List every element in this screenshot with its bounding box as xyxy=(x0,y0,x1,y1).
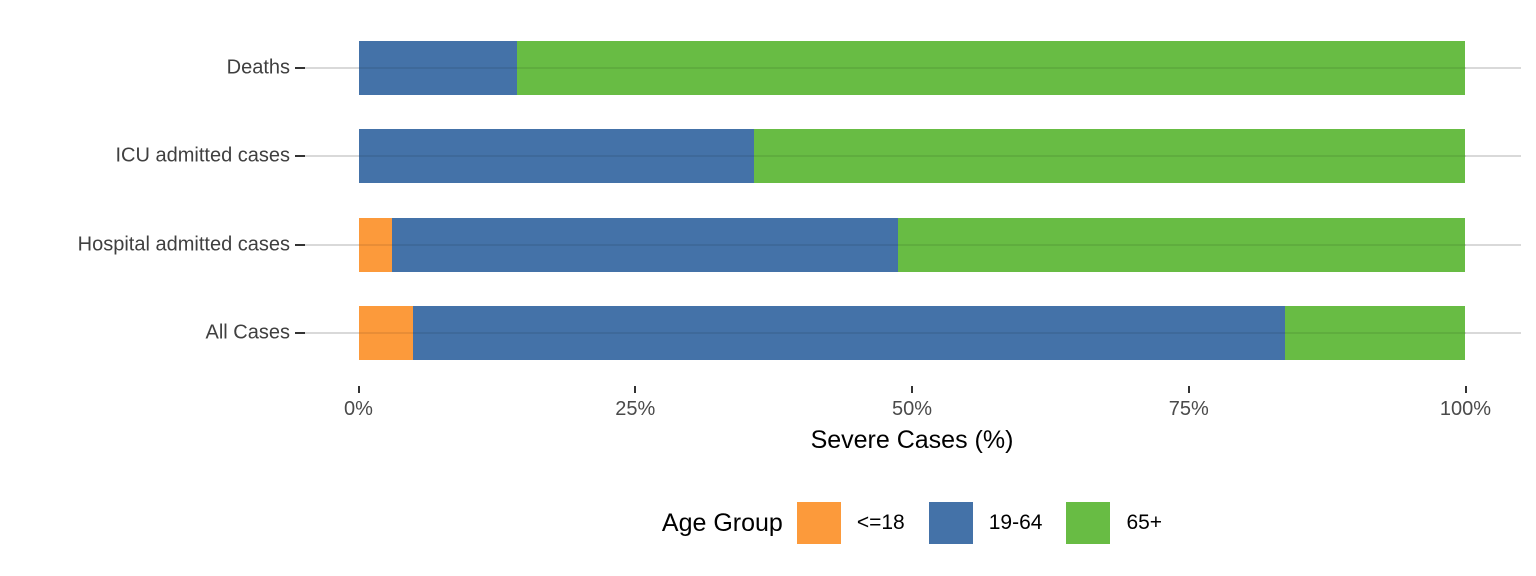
legend-item-19-64: 19-64 xyxy=(928,502,1043,544)
legend-items: <=18 19-64 65+ xyxy=(796,502,1162,544)
bar-seam-line xyxy=(358,67,1466,69)
bar-segment-19-64 xyxy=(412,306,1286,360)
y-axis-label-hospital-admitted-cases: Hospital admitted cases xyxy=(77,233,290,256)
bar-segment-19-64 xyxy=(358,41,517,95)
x-axis: 0% 25% 50% 75% 100% xyxy=(303,386,1521,466)
y-axis-label-deaths: Deaths xyxy=(226,56,290,79)
legend-item-18: <=18 xyxy=(796,502,905,544)
bar-row-hospital-admitted-cases xyxy=(358,217,1466,272)
legend-label-65: 65+ xyxy=(1126,511,1163,534)
bar-segment-65 xyxy=(753,129,1466,184)
legend-label-19-64: 19-64 xyxy=(988,511,1043,534)
x-tick-mark xyxy=(911,386,913,393)
y-tick-mark xyxy=(295,243,305,246)
x-axis-title: Severe Cases (%) xyxy=(810,426,1014,454)
bar-segment-19-64 xyxy=(358,129,754,184)
plot-panel xyxy=(303,15,1521,386)
legend-label-18: <=18 xyxy=(856,511,905,534)
legend-swatch-18 xyxy=(796,502,841,544)
bar-segment-65 xyxy=(516,41,1466,95)
x-tick-label-25: 25% xyxy=(615,398,656,420)
legend-swatch-19-64 xyxy=(928,502,973,544)
bar-seam-line xyxy=(358,155,1466,158)
x-tick-mark xyxy=(357,386,360,393)
legend-item-65: 65+ xyxy=(1066,502,1162,544)
x-tick-label-75: 75% xyxy=(1168,398,1209,420)
bar-segment-19-64 xyxy=(391,217,898,272)
y-axis-label-icu-admitted-cases: ICU admitted cases xyxy=(115,144,290,167)
x-tick-mark xyxy=(1464,386,1467,393)
y-tick-mark xyxy=(295,67,305,69)
x-tick-mark xyxy=(634,386,637,393)
y-tick-mark xyxy=(295,332,305,334)
y-tick-mark xyxy=(295,155,305,158)
x-tick-label-50: 50% xyxy=(891,398,933,420)
legend: Age Group <=18 19-64 65+ xyxy=(303,498,1521,548)
bar-row-icu-admitted-cases xyxy=(358,129,1466,184)
bar-segment-18 xyxy=(358,217,392,272)
legend-swatch-65 xyxy=(1066,502,1111,544)
bar-segment-18 xyxy=(358,306,413,360)
x-tick-label-100: 100% xyxy=(1439,398,1492,420)
bar-row-deaths xyxy=(358,41,1466,95)
bar-seam-line xyxy=(358,243,1466,246)
x-tick-label-0: 0% xyxy=(344,398,373,420)
bar-segment-65 xyxy=(1285,306,1466,360)
x-tick-mark xyxy=(1187,386,1190,393)
bar-segment-65 xyxy=(897,217,1466,272)
legend-title: Age Group xyxy=(661,508,783,537)
bar-seam-line xyxy=(358,332,1466,334)
bar-row-all-cases xyxy=(358,306,1466,360)
y-axis-label-all-cases: All Cases xyxy=(205,321,290,344)
